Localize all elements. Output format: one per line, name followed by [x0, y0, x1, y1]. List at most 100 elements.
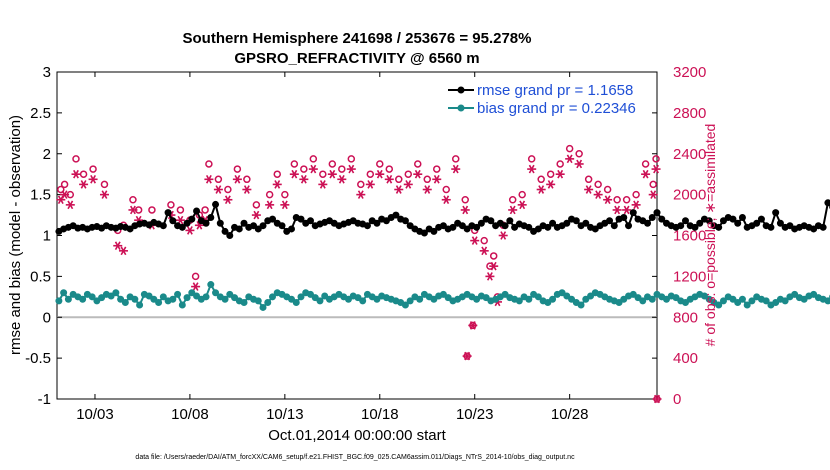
rmse-point — [738, 214, 746, 222]
assimilated-obs-marker — [204, 174, 214, 184]
possible-obs-marker — [176, 206, 185, 214]
bias-point — [121, 299, 129, 307]
bias-point — [60, 289, 68, 297]
possible-obs-marker — [603, 185, 612, 194]
possible-obs-marker — [376, 160, 384, 168]
y-tick-label: 3 — [43, 64, 51, 81]
rmse-point — [767, 223, 775, 231]
rmse-point — [473, 223, 481, 231]
rmse-point — [373, 219, 381, 227]
possible-obs-marker — [129, 195, 137, 204]
possible-obs-marker — [584, 175, 593, 184]
possible-obs-marker — [546, 170, 555, 178]
bias-point — [525, 295, 533, 303]
rmse-point — [544, 223, 552, 231]
assimilated-obs-stroke — [80, 180, 87, 189]
assimilated-obs-marker — [185, 226, 195, 235]
assimilated-obs-marker — [384, 174, 394, 184]
y-tick-label: 1.5 — [30, 187, 51, 204]
plot-frame — [56, 71, 658, 400]
assimilated-obs-marker — [265, 200, 275, 210]
bias-point — [183, 294, 191, 302]
assimilated-obs-marker — [272, 180, 282, 189]
possible-obs-marker — [486, 262, 494, 270]
possible-obs-marker — [252, 201, 261, 209]
bias-point — [178, 301, 186, 309]
possible-obs-marker — [57, 185, 65, 194]
possible-obs-marker — [72, 155, 80, 163]
rmse-point — [193, 207, 201, 215]
assimilated-obs-stroke — [319, 180, 326, 189]
assimilated-obs-stroke — [395, 185, 402, 194]
assimilated-obs-stroke — [253, 210, 260, 220]
y-axis-label: rmse and bias (model - observation) — [7, 115, 24, 355]
bias-point — [212, 289, 220, 297]
rmse-point — [430, 227, 438, 235]
y2-tick-label: 2000 — [673, 187, 706, 204]
assimilated-obs-stroke — [329, 169, 336, 179]
x-axis-label: Oct.01,2014 00:00:00 start — [268, 427, 446, 444]
assimilated-obs-stroke — [234, 174, 241, 184]
rmse-point — [363, 222, 371, 230]
bias-point — [534, 293, 542, 301]
assimilated-obs-marker — [308, 164, 318, 174]
bias-point — [316, 297, 324, 305]
bias-point — [174, 290, 182, 298]
assimilated-obs-stroke — [130, 205, 136, 215]
assimilated-obs-stroke — [291, 169, 298, 179]
rmse-point — [278, 222, 286, 230]
y-tick-label: 0 — [43, 309, 51, 326]
assimilated-obs-stroke — [405, 180, 412, 189]
possible-obs-marker — [652, 155, 660, 163]
assimilated-obs-marker — [631, 200, 641, 210]
assimilated-obs-stroke — [348, 164, 355, 174]
assimilated-obs-marker — [584, 185, 594, 194]
rmse-point — [401, 217, 409, 225]
rmse-point — [620, 214, 628, 222]
rmse-point — [681, 217, 689, 225]
possible-obs-marker — [167, 201, 175, 209]
possible-obs-marker — [518, 190, 526, 199]
possible-obs-marker — [632, 190, 640, 199]
assimilated-obs-stroke — [566, 154, 573, 164]
possible-obs-marker — [79, 170, 88, 178]
rmse-point — [696, 219, 704, 227]
assimilated-obs-marker — [470, 236, 480, 245]
rmse-point — [648, 214, 656, 222]
possible-obs-marker — [480, 236, 488, 245]
x-tick-label: 10/13 — [266, 406, 304, 423]
bias-point — [639, 297, 647, 305]
bias-point — [79, 295, 87, 303]
bias-point — [416, 295, 424, 303]
assimilated-obs-marker — [648, 190, 658, 199]
possible-obs-marker — [404, 170, 413, 178]
possible-obs-marker — [89, 165, 97, 173]
assimilated-obs-stroke — [367, 180, 374, 189]
assimilated-obs-marker — [365, 180, 375, 189]
assimilated-obs-stroke — [167, 210, 174, 220]
assimilated-obs-stroke — [274, 180, 281, 189]
bias-point — [254, 297, 262, 305]
rmse-point — [178, 223, 186, 231]
possible-obs-marker — [414, 160, 422, 168]
assimilated-obs-stroke — [462, 205, 469, 215]
bias-point — [55, 297, 63, 305]
rmse-point — [606, 217, 614, 225]
assimilated-obs-stroke — [633, 200, 640, 210]
assimilated-obs-marker — [99, 190, 109, 199]
bias-point — [748, 297, 756, 305]
bias-point — [112, 289, 120, 297]
assimilated-obs-marker — [432, 174, 442, 184]
rmse-point — [757, 215, 765, 223]
bias-point — [549, 295, 557, 303]
assimilated-obs-marker — [403, 180, 413, 189]
assimilated-obs-stroke — [114, 241, 121, 251]
y2-tick-label: 3200 — [673, 64, 706, 81]
assimilated-obs-stroke — [424, 185, 431, 194]
possible-obs-marker — [395, 175, 403, 184]
possible-obs-marker — [537, 175, 545, 184]
rmse-point — [477, 219, 485, 227]
possible-obs-marker — [613, 195, 621, 204]
rmse-point — [658, 215, 666, 223]
